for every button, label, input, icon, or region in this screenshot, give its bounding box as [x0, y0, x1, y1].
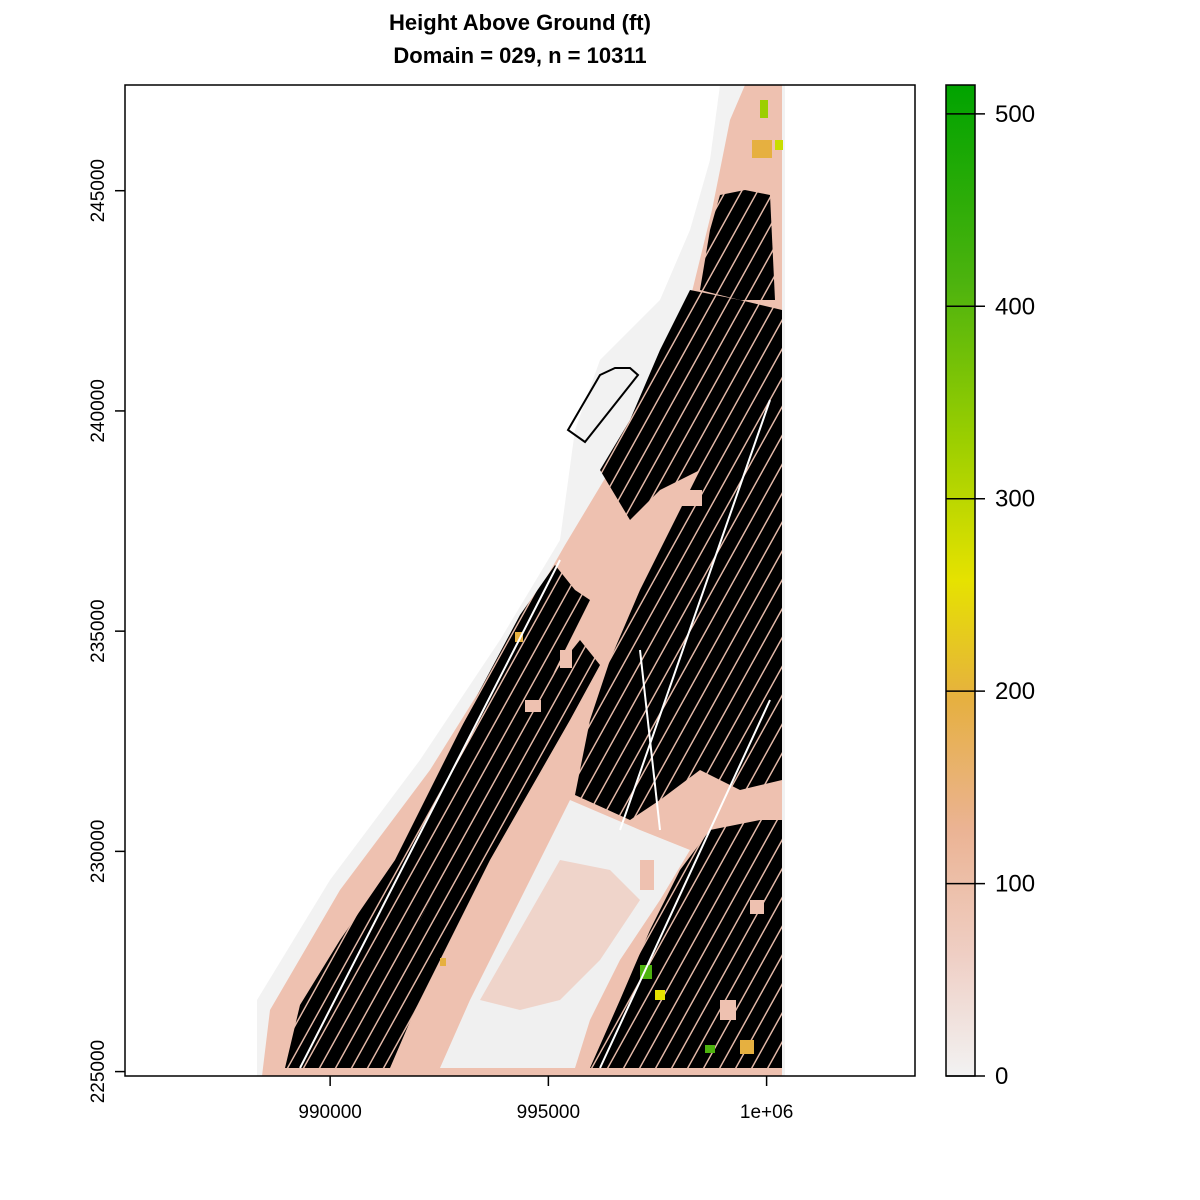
- cbar-tick-label-0: 0: [995, 1063, 1008, 1090]
- park-texture: [480, 860, 640, 1010]
- y-axis: 225000 230000 235000 240000 245000: [88, 159, 125, 1103]
- cbar-tick-label-3: 300: [995, 486, 1035, 513]
- west-side-blocks: [285, 565, 590, 1068]
- colorbar: [945, 84, 976, 1077]
- plot-frame: [124, 84, 916, 1077]
- map-area: [257, 85, 785, 1076]
- x-tick-label-1: 995000: [517, 1102, 580, 1123]
- y-tick-label-0: 225000: [88, 1040, 109, 1103]
- scattered-parcels: [480, 490, 764, 1020]
- colorbar-ticks: 0 100 200 300 400 500: [946, 101, 1035, 1090]
- x-tick-label-2: 1e+06: [740, 1102, 793, 1123]
- x-axis: 990000 995000 1e+06: [298, 1076, 793, 1123]
- y-tick-label-2: 235000: [88, 599, 109, 662]
- cbar-tick-label-1: 100: [995, 871, 1035, 898]
- inwood-blocks: [700, 190, 775, 300]
- harlem-blocks: [575, 350, 782, 820]
- y-tick-label-1: 230000: [88, 820, 109, 883]
- cbar-tick-label-2: 200: [995, 678, 1035, 705]
- amsterdam-blocks: [340, 640, 600, 1068]
- y-tick-label-3: 240000: [88, 379, 109, 442]
- low-height-band: [262, 85, 782, 1076]
- upper-blocks: [600, 290, 782, 520]
- tall-buildings: [440, 100, 783, 1054]
- x-tick-label-0: 990000: [298, 1102, 361, 1123]
- y-tick-label-4: 245000: [88, 159, 109, 222]
- cbar-tick-label-5: 500: [995, 101, 1035, 128]
- title-line1: Height Above Ground (ft): [389, 10, 651, 35]
- pier-outline: [566, 367, 640, 444]
- streets: [299, 399, 771, 1069]
- cbar-tick-label-4: 400: [995, 293, 1035, 320]
- title-line2: Domain = 029, n = 10311: [393, 43, 646, 68]
